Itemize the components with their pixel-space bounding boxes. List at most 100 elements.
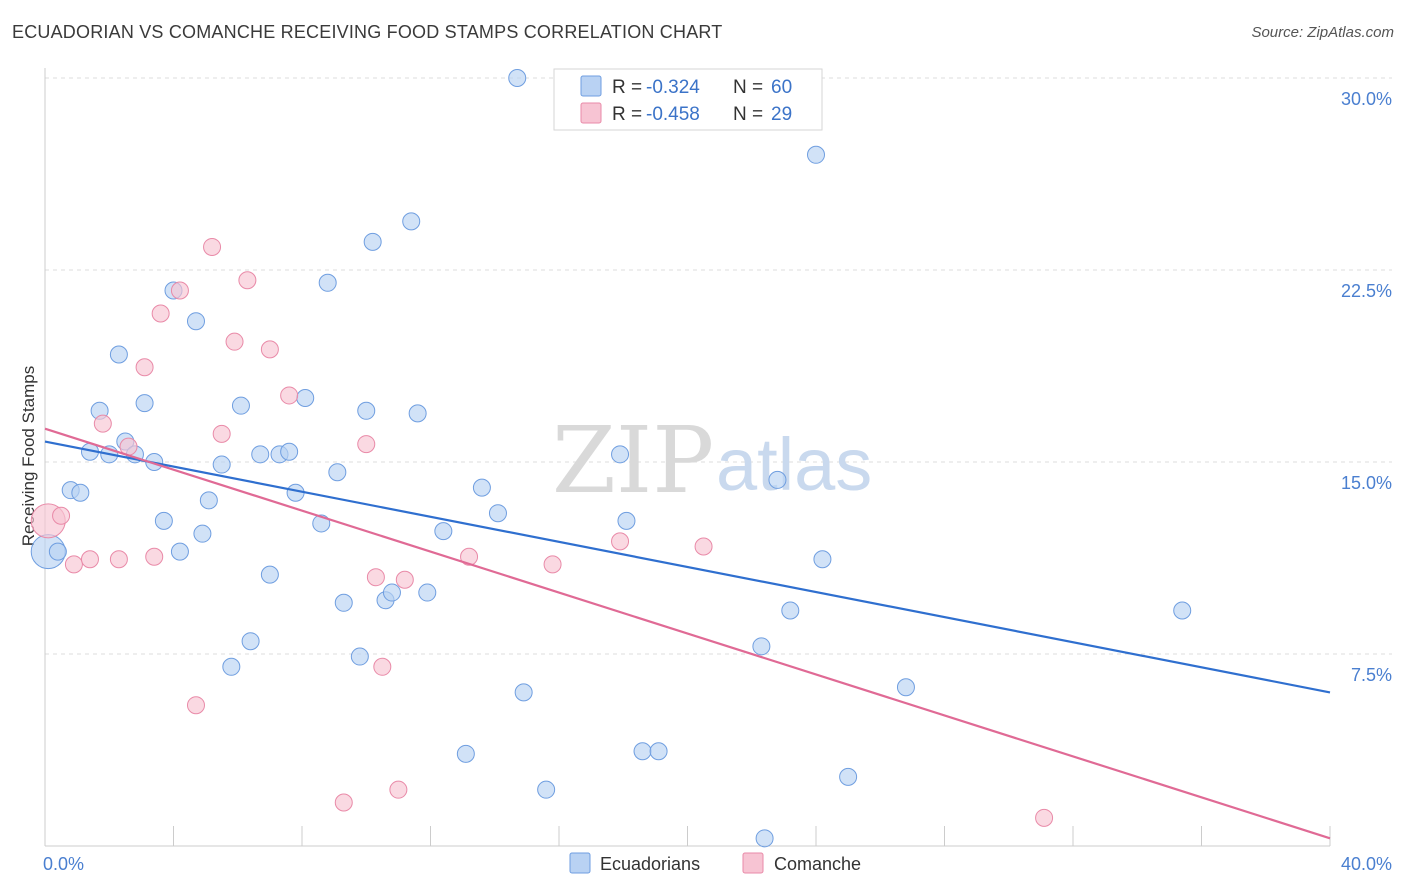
ecuadorians-point-33: [357, 401, 376, 420]
y-tick-labels: 7.5% 15.0% 22.5% 30.0%: [1341, 89, 1392, 685]
ecuadorians-point-7: [109, 345, 128, 364]
ecuadorians-point-56: [813, 550, 832, 569]
ecuadorians-point-25: [280, 442, 299, 461]
comanche-point-28: [1035, 808, 1054, 827]
legend-n-label-1: N =: [733, 77, 763, 98]
comanche-point-11: [186, 696, 205, 715]
comanche-point-9: [151, 304, 170, 323]
ecuadorians-point-29: [318, 273, 337, 292]
ecuadorians-point-57: [839, 767, 858, 786]
ecuadorians-point-12: [154, 511, 173, 530]
comanche-point-4: [93, 414, 112, 433]
y-axis-title: Receiving Food Stamps: [19, 366, 38, 546]
x-tick-label-1: 40.0%: [1341, 854, 1392, 874]
legend-n-label-2: N =: [733, 104, 763, 125]
ecuadorians-point-53: [752, 637, 771, 656]
comanche-point-23: [395, 570, 414, 589]
series-legend-swatch-comanche: [742, 852, 764, 874]
legend-swatch-ecuadorians: [580, 75, 602, 97]
ecuadorians-point-51: [755, 829, 774, 848]
comanche-point-15: [238, 271, 257, 290]
legend-r-label-2: R =: [612, 104, 642, 125]
ecuadorians-point-37: [402, 212, 421, 231]
ecuadorians-point-30: [328, 463, 347, 482]
ecuadorians-point-10: [135, 394, 154, 413]
ecuadorians-point-48: [617, 511, 636, 530]
ecuadorians-point-59: [1173, 601, 1192, 620]
comanche-point-8: [145, 547, 164, 566]
comanche-point-14: [225, 332, 244, 351]
comanche-point-17: [280, 386, 299, 405]
comanche-point-21: [373, 657, 392, 676]
ecuadorians-point-27: [296, 389, 315, 407]
ecuadorians-point-15: [186, 312, 205, 331]
ecuadorians-point-3: [71, 483, 90, 502]
y-tick-label-2: 22.5%: [1341, 281, 1392, 301]
ecuadorians-point-34: [363, 232, 382, 251]
comanche-point-2: [64, 555, 83, 574]
y-tick-label-3: 30.0%: [1341, 89, 1392, 109]
ecuadorians-point-19: [222, 657, 241, 676]
ecuadorians-point-42: [472, 478, 491, 497]
ecuadorians-point-52: [768, 470, 787, 489]
gridlines: [45, 77, 1392, 655]
ecuadorians-point-17: [199, 491, 218, 510]
ecuadorians-point-38: [408, 404, 427, 423]
ecuadorians-point-18: [212, 455, 231, 474]
series-legend-comanche: Comanche: [774, 854, 861, 874]
comanche-point-27: [694, 537, 713, 556]
ecuadorians-point-41: [456, 744, 475, 763]
ecuadorians-point-55: [807, 145, 825, 164]
comanche-point-3: [80, 550, 99, 569]
watermark-zip: ZIP: [552, 407, 714, 514]
x-tick-labels: 0.0% 40.0%: [43, 854, 1392, 874]
comanche-point-24: [460, 547, 479, 566]
series-legend-ecuadorians: Ecuadorians: [600, 854, 700, 874]
comanche-point-1: [52, 506, 71, 525]
source-credit: Source: ZipAtlas.com: [1251, 24, 1394, 41]
trend-lines: [44, 427, 1331, 840]
series-legend-swatch-ecuadorians: [569, 852, 591, 874]
ecuadorians-point-36: [382, 583, 401, 602]
ecuadorians-point-54: [781, 601, 800, 620]
ecuadorians-point-47: [611, 445, 630, 464]
comanche-trend-line: [44, 427, 1331, 840]
correlation-legend: R = -0.324 N = 60 R = -0.458 N = 29: [553, 68, 823, 131]
ecuadorians-point-44: [508, 69, 527, 87]
legend-n-value-2: 29: [771, 104, 792, 125]
comanche-point-5: [109, 550, 128, 569]
comanche-point-19: [357, 435, 376, 454]
comanche-point-25: [543, 555, 562, 574]
ecuadorians-point-45: [514, 683, 533, 702]
ecuadorians-point-1: [48, 542, 67, 561]
comanche-point-22: [389, 780, 408, 799]
ecuadorians-point-50: [649, 742, 668, 761]
comanche-point-12: [203, 237, 222, 256]
ecuadorians-point-21: [241, 632, 260, 651]
ecuadorians-points: [30, 69, 1192, 848]
ecuadorians-point-16: [193, 524, 212, 543]
ecuadorians-point-22: [251, 445, 270, 464]
comanche-point-13: [212, 424, 231, 443]
ecuadorians-point-49: [633, 742, 652, 761]
comanche-point-26: [611, 532, 630, 551]
y-tick-label-1: 15.0%: [1341, 473, 1392, 493]
comanche-point-10: [170, 281, 189, 300]
watermark-atlas: atlas: [716, 423, 872, 506]
comanche-point-16: [260, 340, 279, 359]
legend-r-value-1: -0.324: [646, 77, 700, 98]
ecuadorians-point-32: [350, 647, 369, 666]
ecuadorians-point-43: [488, 504, 507, 523]
legend-r-value-2: -0.458: [646, 104, 700, 125]
ecuadorians-point-23: [260, 565, 279, 584]
comanche-point-20: [366, 568, 385, 587]
legend-r-label-1: R =: [612, 77, 642, 98]
legend-n-value-1: 60: [771, 77, 792, 98]
series-legend: Ecuadorians Comanche: [569, 852, 861, 874]
legend-swatch-comanche: [580, 102, 602, 124]
y-tick-label-0: 7.5%: [1351, 665, 1392, 685]
ecuadorians-point-39: [418, 583, 437, 602]
ecuadorians-point-58: [896, 678, 915, 697]
x-tick-label-0: 0.0%: [43, 854, 84, 874]
